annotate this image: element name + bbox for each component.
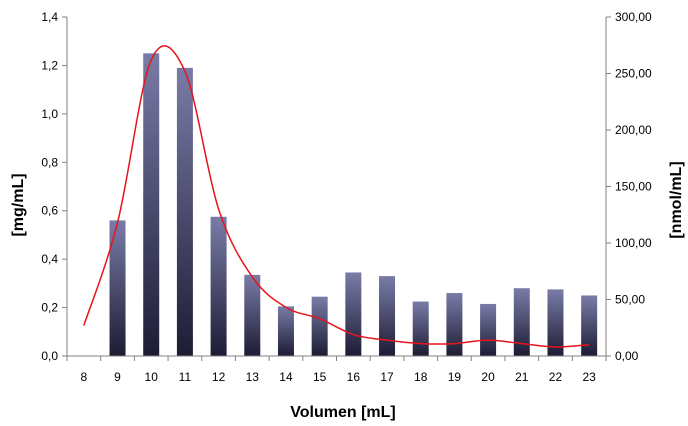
y2-tick-label: 0,00 bbox=[615, 349, 639, 363]
x-tick-label: 12 bbox=[212, 370, 226, 384]
x-tick-label: 21 bbox=[515, 370, 529, 384]
x-tick-label: 16 bbox=[347, 370, 361, 384]
x-tick-label: 10 bbox=[145, 370, 159, 384]
x-tick-label: 22 bbox=[549, 370, 563, 384]
y-tick-label: 1,2 bbox=[41, 58, 58, 72]
bar-15 bbox=[311, 296, 328, 356]
x-tick-label: 18 bbox=[414, 370, 428, 384]
y-tick-label: 1,4 bbox=[41, 10, 58, 24]
y2-tick-label: 50,00 bbox=[615, 293, 645, 307]
y2-axis-ticks: 0,00 50,00 100,00 150,00 200,00 250,00 300,00 bbox=[606, 10, 652, 363]
line-path bbox=[83, 45, 590, 348]
x-tick-label: 13 bbox=[246, 370, 260, 384]
y2-tick-label: 300,00 bbox=[615, 10, 652, 24]
y-axis-title: [mg/mL] bbox=[10, 173, 27, 236]
bar-18 bbox=[412, 301, 429, 356]
line-series bbox=[83, 45, 590, 348]
y-tick-label: 0,0 bbox=[41, 349, 58, 363]
y2-tick-label: 100,00 bbox=[615, 236, 652, 250]
y2-tick-label: 150,00 bbox=[615, 180, 652, 194]
y-tick-label: 0,2 bbox=[41, 301, 58, 315]
x-tick-label: 23 bbox=[582, 370, 596, 384]
x-tick-label: 17 bbox=[380, 370, 394, 384]
x-axis-title: Volumen [mL] bbox=[290, 404, 395, 421]
y2-tick-label: 250,00 bbox=[615, 67, 652, 81]
x-tick-label: 19 bbox=[448, 370, 462, 384]
bar-11 bbox=[176, 67, 193, 356]
x-tick-label: 11 bbox=[179, 370, 192, 384]
bar-13 bbox=[244, 274, 261, 356]
x-tick-label: 15 bbox=[313, 370, 327, 384]
y-tick-label: 0,8 bbox=[41, 155, 58, 169]
bar-20 bbox=[480, 303, 497, 356]
x-axis-ticks: 8 9 10 11 12 13 14 15 16 17 18 19 20 21 22 23 bbox=[66, 356, 607, 384]
bar-16 bbox=[345, 272, 362, 356]
x-tick-label: 9 bbox=[114, 370, 121, 384]
y-tick-label: 0,4 bbox=[41, 252, 58, 266]
y2-axis-title: [nmol/mL] bbox=[668, 161, 685, 238]
bar-12 bbox=[210, 216, 227, 356]
bar-23 bbox=[581, 295, 598, 356]
y-axis-ticks: 0,0 0,2 0,4 0,6 0,8 1,0 1,2 1,4 bbox=[41, 10, 67, 363]
bar-19 bbox=[446, 293, 463, 356]
y-tick-label: 0,6 bbox=[41, 204, 58, 218]
y2-tick-label: 200,00 bbox=[615, 123, 652, 137]
bar-21 bbox=[513, 288, 530, 356]
x-tick-label: 14 bbox=[279, 370, 293, 384]
bar-17 bbox=[379, 276, 396, 356]
y-tick-label: 1,0 bbox=[41, 107, 58, 121]
bar-series bbox=[109, 53, 598, 356]
x-tick-label: 8 bbox=[80, 370, 87, 384]
bar-14 bbox=[277, 306, 294, 356]
bar-9 bbox=[109, 220, 126, 356]
bar-22 bbox=[547, 289, 564, 356]
bar-10 bbox=[143, 53, 160, 356]
x-tick-label: 20 bbox=[481, 370, 495, 384]
